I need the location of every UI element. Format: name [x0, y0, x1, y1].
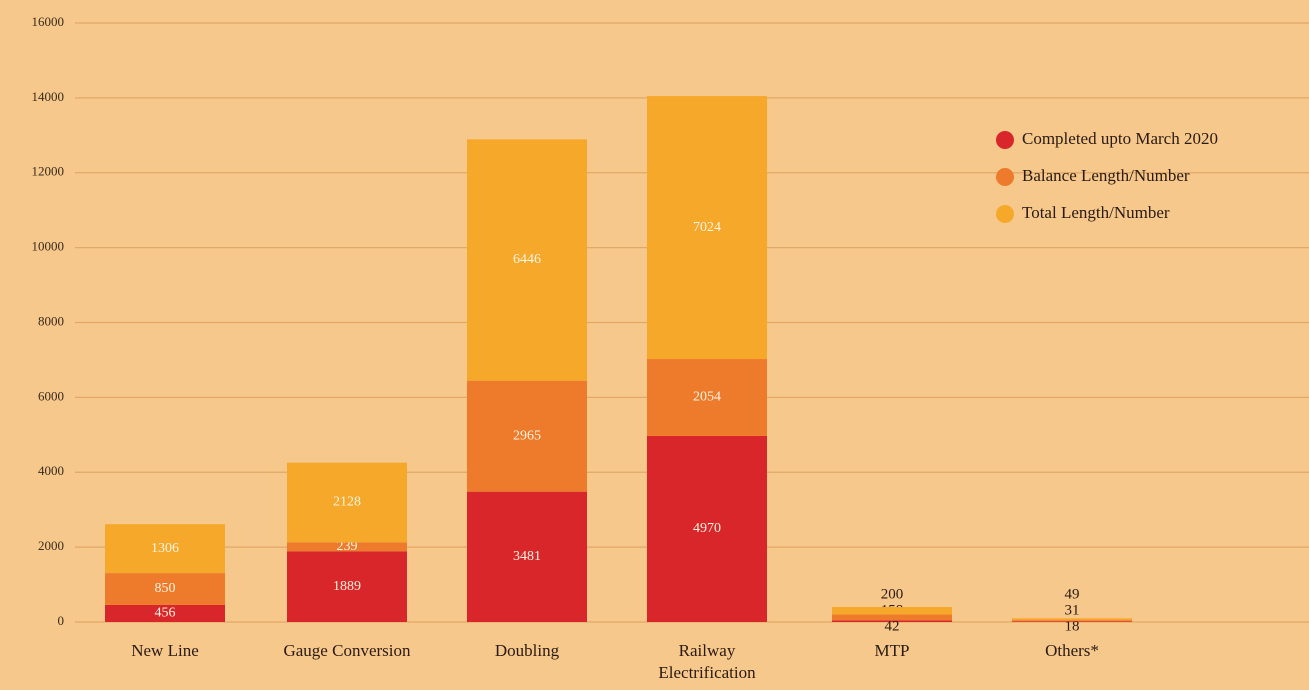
legend-label: Balance Length/Number	[1022, 166, 1190, 185]
x-tick-label: Others*	[1045, 641, 1099, 660]
bar-segment	[287, 542, 407, 552]
bar-segment	[647, 435, 767, 622]
data-label: 42	[885, 618, 900, 634]
bar-segment	[467, 491, 587, 622]
bar-segment	[832, 620, 952, 622]
data-label: 6446	[513, 252, 541, 267]
bar-segment	[467, 380, 587, 492]
x-tick-label: Railway Electrification	[658, 641, 756, 682]
data-label: 239	[337, 539, 358, 554]
y-tick-label: 16000	[32, 14, 65, 29]
bar-segment	[1012, 621, 1132, 622]
y-tick-label: 12000	[32, 164, 65, 179]
y-tick-label: 8000	[38, 313, 64, 328]
data-label: 49	[1065, 586, 1080, 602]
x-tick-label: Gauge Conversion	[283, 641, 411, 660]
y-tick-label: 0	[58, 613, 65, 628]
x-tick-label: Doubling	[494, 641, 560, 660]
data-label: 200	[881, 586, 904, 602]
data-label: 2128	[333, 495, 361, 510]
data-label: 2965	[513, 428, 541, 443]
legend-label: Total Length/Number	[1022, 203, 1170, 222]
data-label: 7024	[693, 220, 721, 235]
bar-segment	[647, 359, 767, 436]
bar-segment	[105, 573, 225, 605]
data-label: 1889	[333, 579, 361, 594]
data-label: 456	[155, 606, 176, 621]
data-label: 1306	[151, 541, 179, 556]
bar-segment	[467, 139, 587, 381]
legend-marker	[996, 168, 1014, 186]
data-label: 18	[1065, 618, 1080, 634]
legend-marker	[996, 131, 1014, 149]
legend-marker	[996, 205, 1014, 223]
data-label: 850	[155, 581, 176, 596]
bar-segment	[832, 607, 952, 615]
data-label: 4970	[693, 521, 721, 536]
bar-segment	[647, 96, 767, 360]
bar-segment	[287, 551, 407, 622]
bar-segment	[287, 462, 407, 543]
data-label: 2054	[693, 390, 721, 405]
bar-segment	[1012, 620, 1132, 622]
y-tick-label: 10000	[32, 239, 65, 254]
bar-segment	[1012, 618, 1132, 621]
y-tick-label: 2000	[38, 538, 64, 553]
x-tick-label: MTP	[874, 641, 910, 660]
legend-label: Completed upto March 2020	[1022, 129, 1218, 148]
bar-segment	[832, 614, 952, 621]
y-tick-label: 6000	[38, 388, 64, 403]
bar-segment	[105, 524, 225, 574]
x-tick-label: New Line	[131, 641, 199, 660]
bar-segment	[105, 604, 225, 622]
y-tick-label: 14000	[32, 89, 65, 104]
data-label: 31	[1065, 602, 1080, 618]
data-label: 3481	[513, 549, 541, 564]
y-tick-label: 4000	[38, 463, 64, 478]
